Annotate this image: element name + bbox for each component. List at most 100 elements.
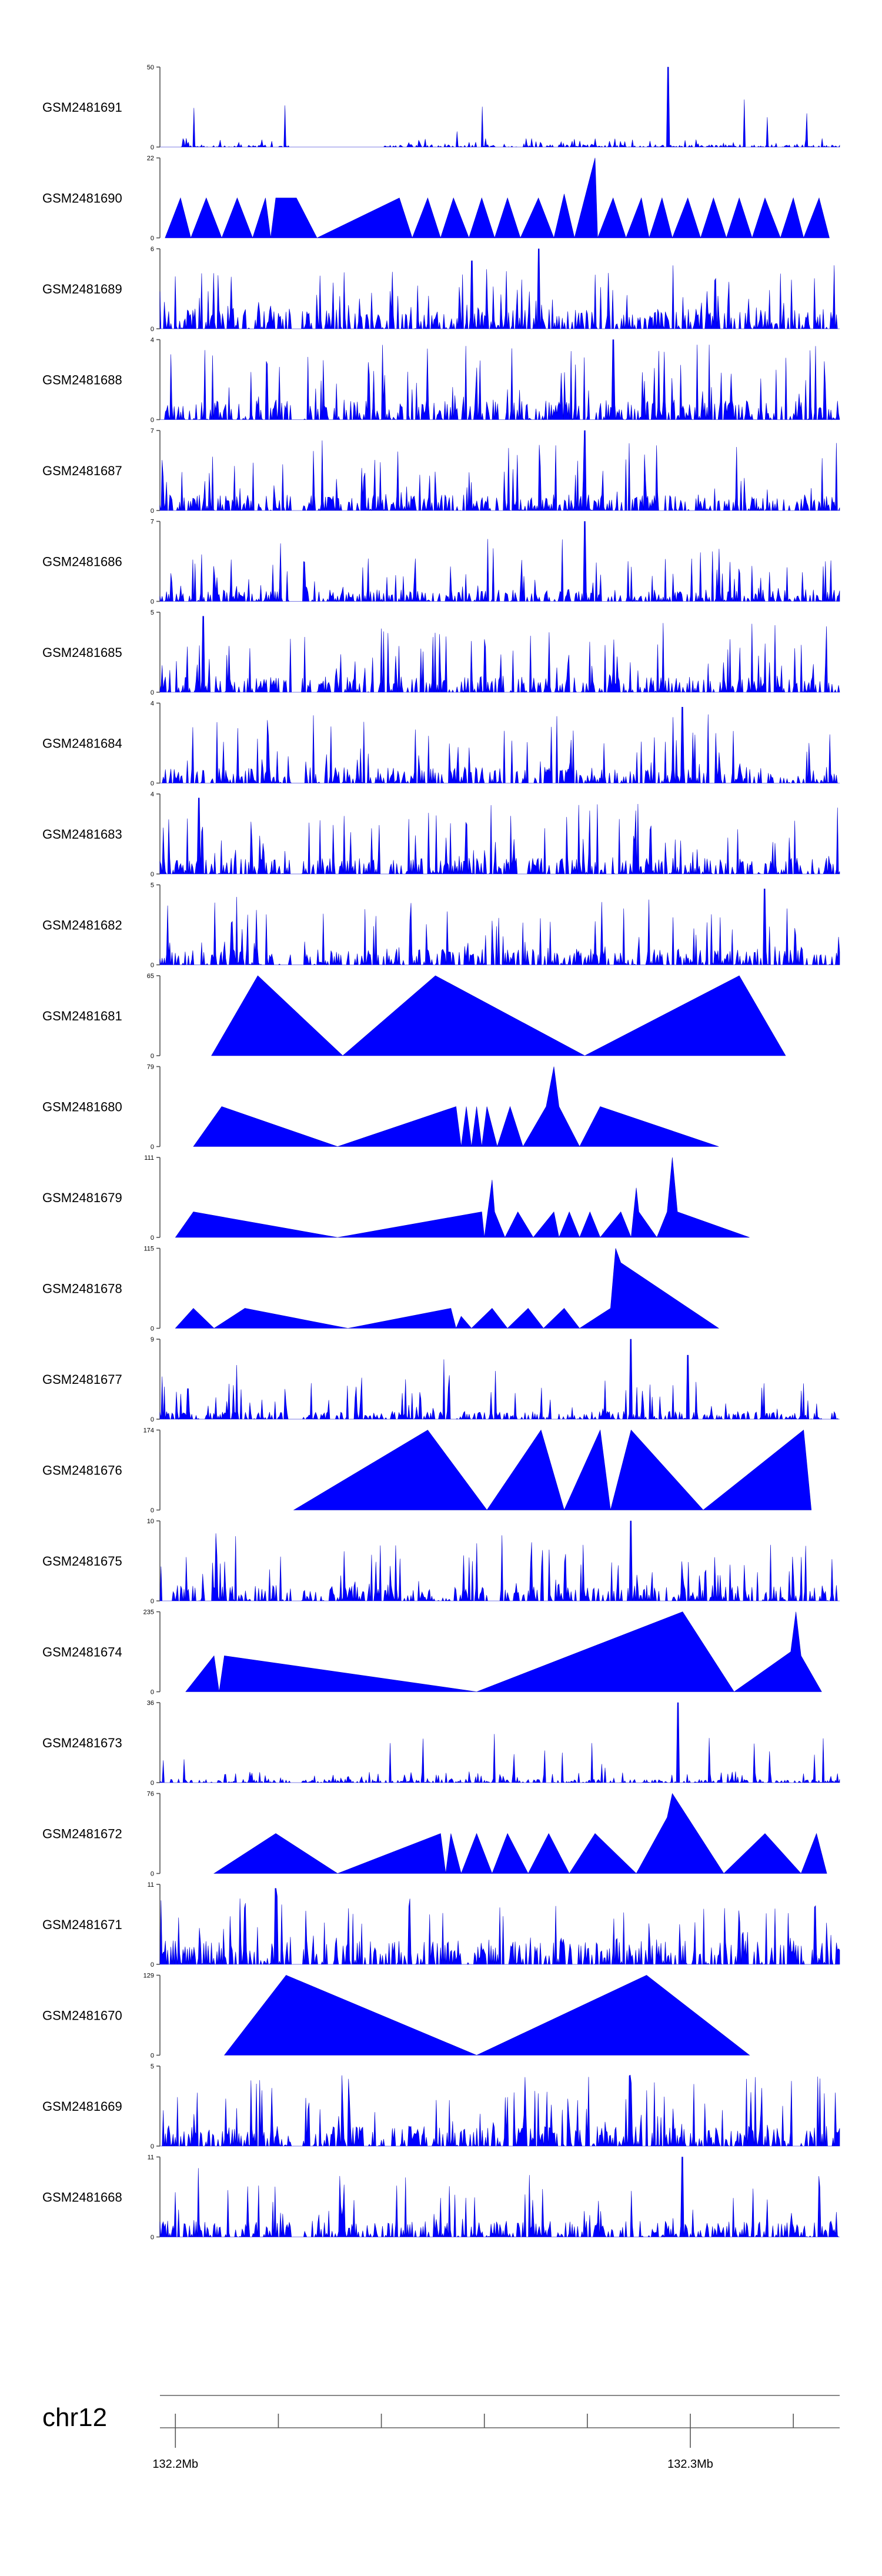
y-tick-zero-label: 0 [151,1961,154,1968]
y-tick-zero-label: 0 [151,599,154,606]
signal-area [165,158,830,239]
track-label: GSM2481684 [42,736,122,751]
track-label: GSM2481690 [42,191,122,206]
y-tick-zero-label: 0 [151,2053,154,2060]
signal-area [159,248,840,330]
y-tick-zero-label: 0 [151,2143,154,2150]
track-label: GSM2481683 [42,827,122,842]
signal-area [159,798,840,875]
track-GSM2481681: GSM2481681 65 0 [42,973,786,1060]
track-GSM2481689: GSM2481689 6 0 [42,246,840,333]
track-label: GSM2481672 [42,1827,122,1841]
signal-area [213,1793,827,1874]
y-tick-zero-label: 0 [151,1416,154,1423]
track-label: GSM2481677 [42,1372,122,1387]
y-tick-zero-label: 0 [151,1144,154,1151]
y-tick-zero-label: 0 [151,871,154,878]
track-label: GSM2481673 [42,1736,122,1750]
y-tick-zero-label: 0 [151,1871,154,1878]
y-tick-max-label: 79 [147,1064,154,1071]
track-GSM2481670: GSM2481670 129 0 [42,1973,750,2060]
genome-axis-ticks: 132.2Mb 132.3Mb [152,2414,794,2471]
signal-area [211,975,786,1056]
track-GSM2481668: GSM2481668 11 0 [42,2154,840,2241]
y-tick-max-label: 5 [151,882,154,889]
signal-area [175,1157,750,1239]
signal-area [175,1248,720,1329]
track-label: GSM2481682 [42,918,122,933]
y-tick-max-label: 5 [151,2063,154,2070]
genome-tick-label: 132.3Mb [667,2458,713,2471]
track-label: GSM2481674 [42,1645,122,1660]
track-label: GSM2481689 [42,282,122,296]
y-tick-zero-label: 0 [151,1507,154,1514]
y-tick-max-label: 76 [147,1791,154,1798]
track-label: GSM2481685 [42,645,122,660]
track-label: GSM2481679 [42,1190,122,1205]
track-GSM2481675: GSM2481675 10 0 [42,1518,840,1605]
y-tick-zero-label: 0 [151,508,154,515]
track-GSM2481676: GSM2481676 174 0 [42,1427,812,1514]
track-GSM2481684: GSM2481684 4 0 [42,700,840,788]
y-tick-max-label: 174 [143,1427,154,1434]
signal-area [160,339,840,421]
genome-tick-label: 132.2Mb [152,2458,198,2471]
signal-area [293,1429,812,1511]
signal-area [193,1066,719,1147]
track-label: GSM2481671 [42,1917,122,1932]
y-tick-max-label: 10 [147,1518,154,1525]
signal-area [160,707,840,784]
y-tick-zero-label: 0 [151,1689,154,1696]
signal-area [159,616,840,693]
y-tick-max-label: 50 [147,64,154,71]
track-label: GSM2481688 [42,373,122,388]
track-label: GSM2481691 [42,100,122,115]
y-tick-zero-label: 0 [151,780,154,788]
y-tick-max-label: 7 [151,428,154,435]
y-tick-zero-label: 0 [151,1598,154,1605]
signal-area [159,1520,840,1602]
track-GSM2481686: GSM2481686 7 0 [42,519,840,606]
y-tick-max-label: 129 [143,1973,154,1980]
signal-area [159,430,840,512]
y-tick-zero-label: 0 [151,689,154,696]
track-label: GSM2481686 [42,555,122,569]
track-label: GSM2481681 [42,1009,122,1023]
signal-tracks: GSM2481691500GSM2481690220GSM248168960GS… [42,64,840,2241]
y-tick-zero-label: 0 [151,962,154,969]
y-tick-max-label: 111 [144,1154,154,1162]
signal-area [223,1975,750,2056]
y-tick-zero-label: 0 [151,144,154,151]
signal-area [159,521,840,602]
y-tick-zero-label: 0 [151,1326,154,1333]
track-GSM2481690: GSM2481690 22 0 [42,155,830,242]
track-GSM2481679: GSM2481679 111 0 [42,1154,750,1242]
track-GSM2481673: GSM2481673 36 0 [42,1700,840,1787]
y-tick-zero-label: 0 [151,235,154,242]
track-GSM2481683: GSM2481683 4 0 [42,791,840,878]
y-tick-max-label: 6 [151,246,154,253]
y-tick-max-label: 9 [151,1336,154,1343]
y-tick-max-label: 235 [143,1609,154,1616]
y-tick-zero-label: 0 [151,326,154,333]
signal-area [159,889,840,966]
y-tick-max-label: 5 [151,609,154,616]
y-tick-max-label: 36 [147,1700,154,1707]
track-GSM2481672: GSM2481672 76 0 [42,1791,827,1878]
track-label: GSM2481675 [42,1554,122,1569]
track-GSM2481682: GSM2481682 5 0 [42,882,840,969]
y-tick-max-label: 11 [148,1881,154,1888]
track-label: GSM2481680 [42,1100,122,1115]
y-tick-max-label: 115 [143,1246,154,1253]
y-tick-max-label: 22 [147,155,154,162]
track-GSM2481677: GSM2481677 9 0 [42,1336,840,1423]
signal-area [160,2074,840,2147]
signal-area [159,1339,840,1420]
signal-area [159,1702,840,1784]
signal-area [185,1611,822,1692]
signal-area [160,66,840,148]
y-tick-max-label: 4 [151,700,154,708]
y-tick-zero-label: 0 [151,1234,154,1242]
signal-area [159,2157,840,2238]
y-tick-zero-label: 0 [151,1053,154,1060]
